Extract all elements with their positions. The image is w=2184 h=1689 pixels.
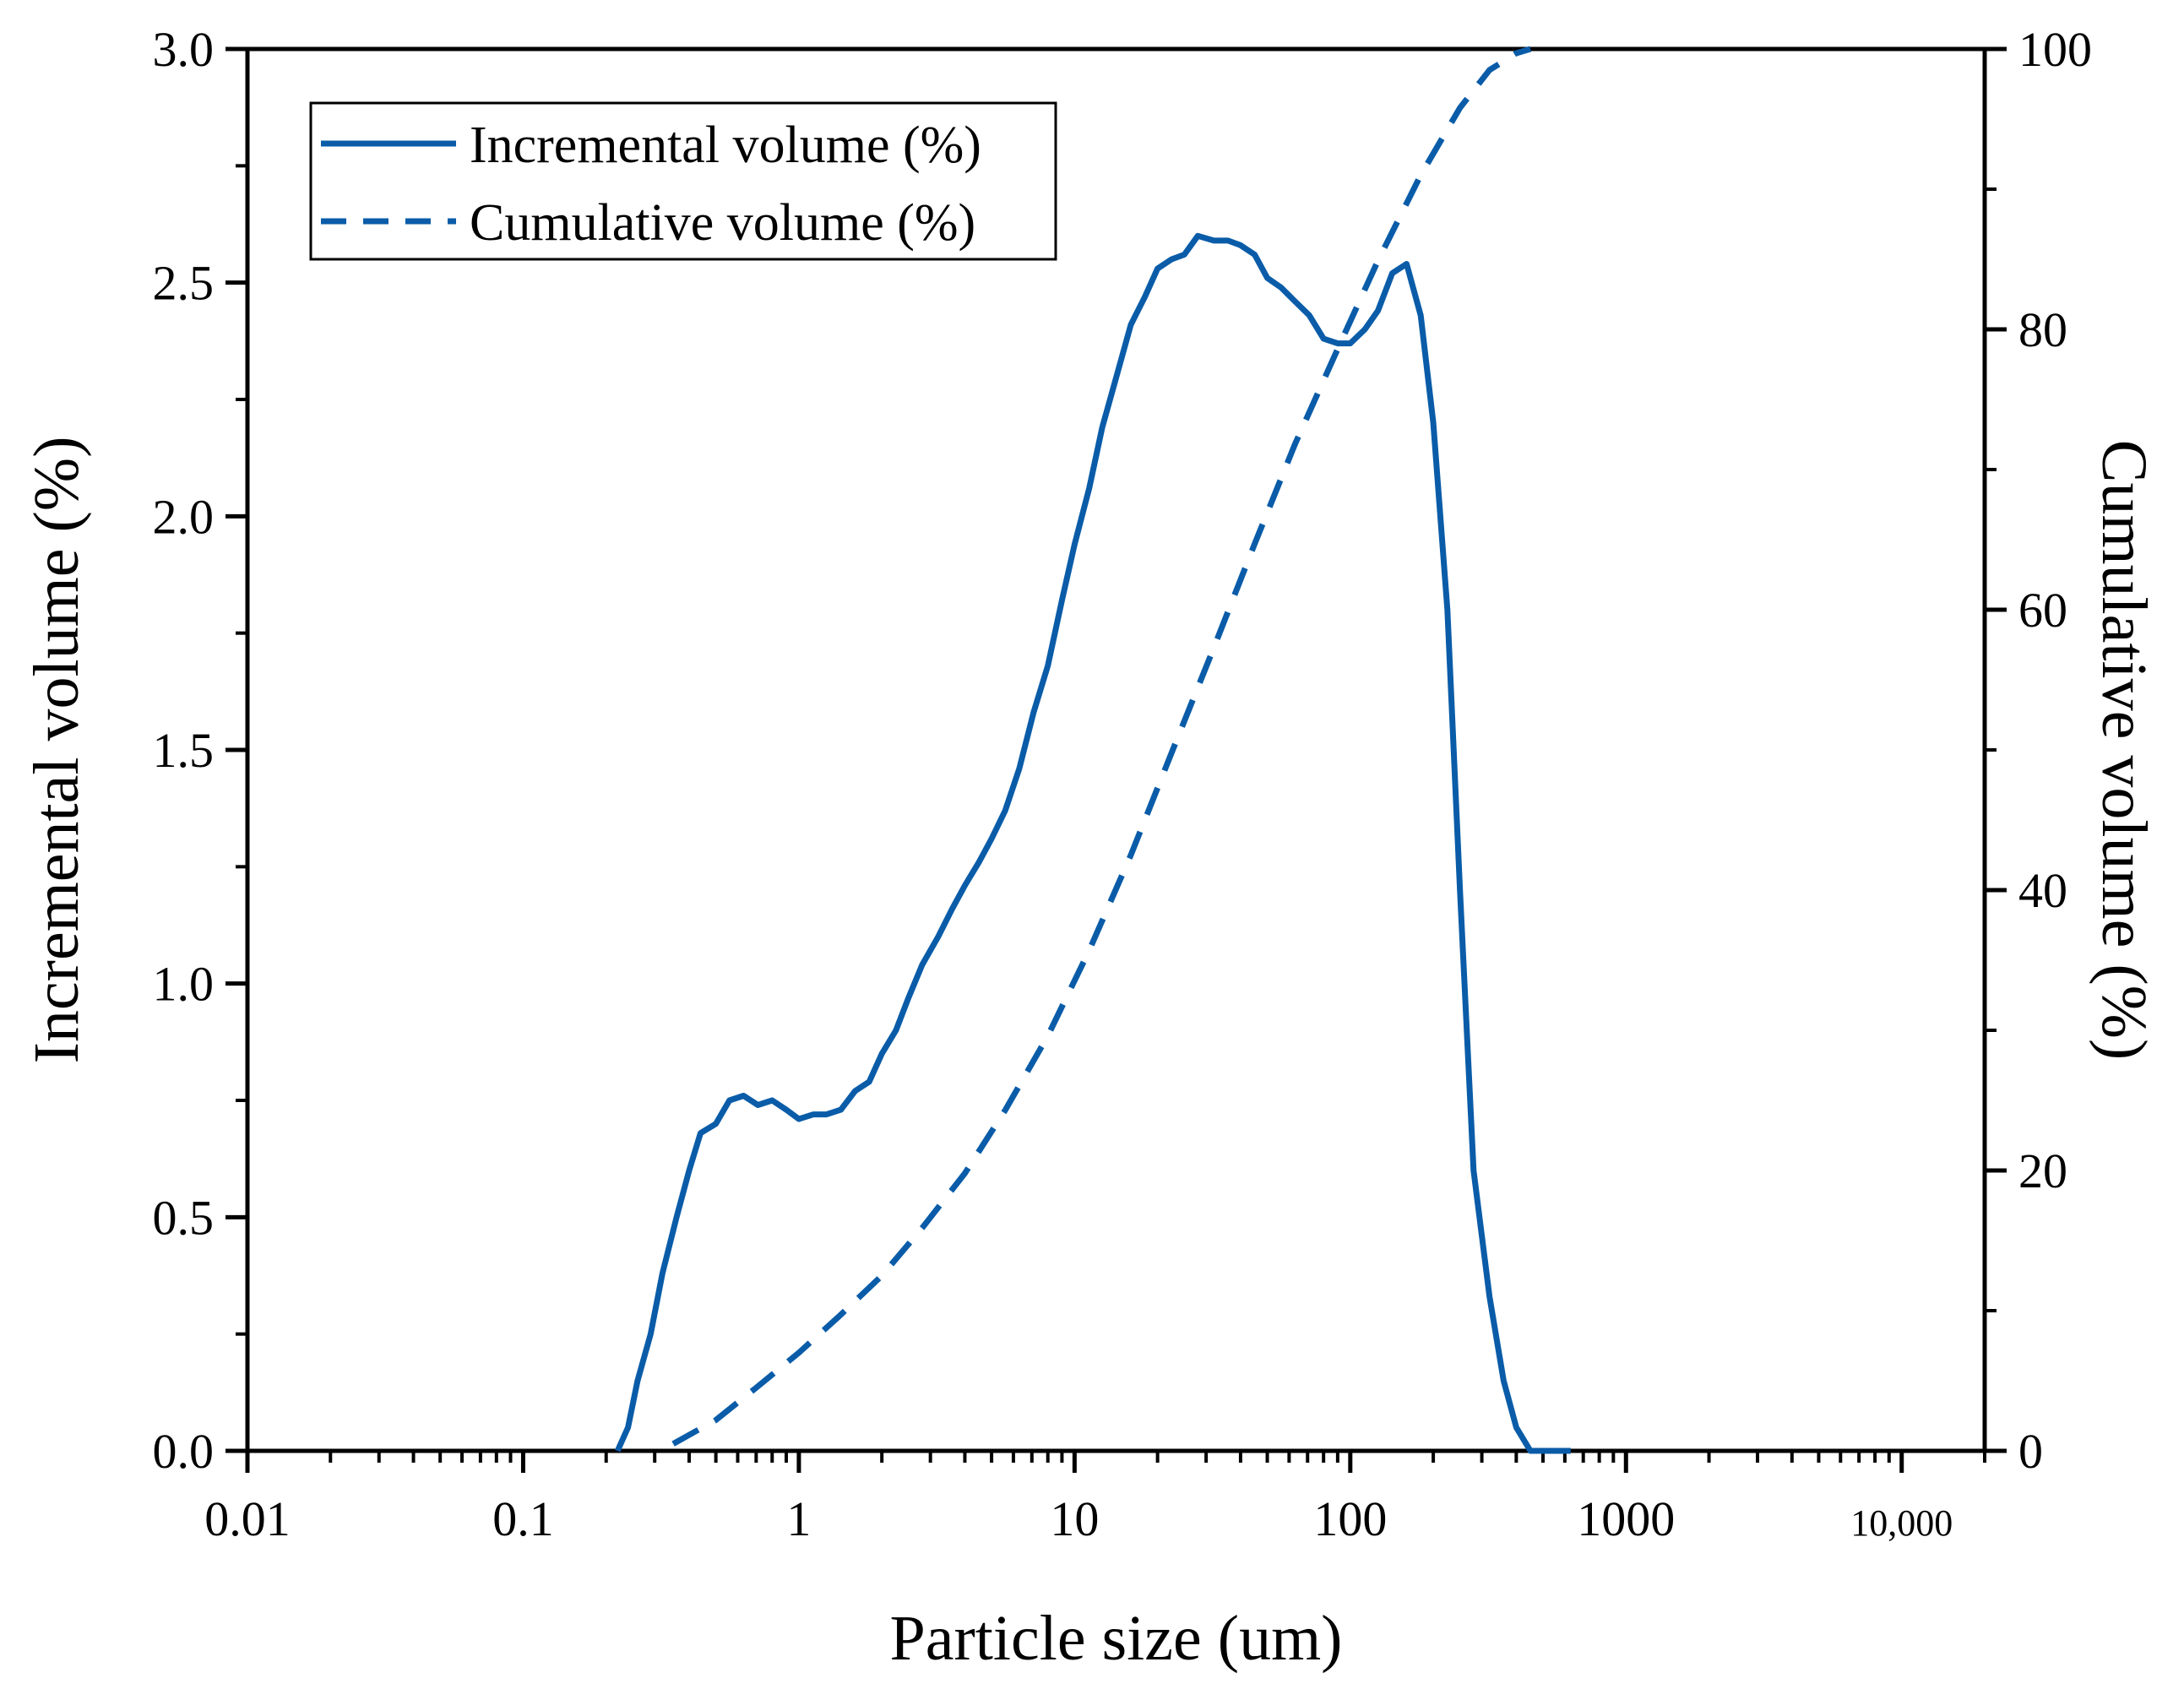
x-tick-label: 100 [1313, 1491, 1387, 1546]
x-tick-label: 1000 [1577, 1491, 1675, 1546]
x-tick-label: 0.01 [204, 1491, 291, 1546]
x-tick-label: 10,000 [1850, 1502, 1953, 1544]
ticks-group: 0.01 0.1 1 10 100 1000 10,0000.00.51.01.52.02.… [153, 22, 2093, 1546]
y-right-tick-label: 40 [2018, 863, 2067, 918]
y-left-tick-label: 2.0 [153, 489, 215, 544]
series-line-incremental [615, 232, 1571, 1454]
y-right-tick-label: 80 [2018, 302, 2067, 357]
y-right-tick-label: 100 [2018, 22, 2092, 77]
x-tick-label: 1 [786, 1491, 811, 1546]
y-axis-left-title: Incremental volume (%) [21, 437, 92, 1064]
x-tick-label: 0.1 [492, 1491, 554, 1546]
legend-label-incremental: Incremental volume (%) [470, 117, 981, 174]
y-left-tick-label: 3.0 [153, 22, 215, 77]
y-right-tick-label: 20 [2018, 1143, 2067, 1198]
series-line-cumulative [671, 46, 1532, 1447]
y-left-tick-label: 0.5 [153, 1190, 215, 1245]
y-right-tick-label: 60 [2018, 583, 2067, 638]
y-left-tick-label: 1.5 [153, 723, 215, 778]
x-tick-label: 10 [1050, 1491, 1099, 1546]
y-left-tick-label: 0.0 [153, 1424, 215, 1479]
y-left-tick-label: 2.5 [153, 256, 215, 311]
y-left-tick-label: 1.0 [153, 957, 215, 1012]
legend: Incremental volume (%) Cumulative volume… [309, 101, 1057, 261]
x-axis-title: Particle size (um) [889, 1603, 1342, 1674]
legend-box [309, 101, 1057, 261]
legend-label-cumulative: Cumulative volume (%) [470, 194, 975, 252]
y-axis-right-title: Cumulative volume (%) [2089, 440, 2160, 1061]
series-group [615, 46, 1571, 1454]
y-right-tick-label: 0 [2018, 1424, 2043, 1479]
